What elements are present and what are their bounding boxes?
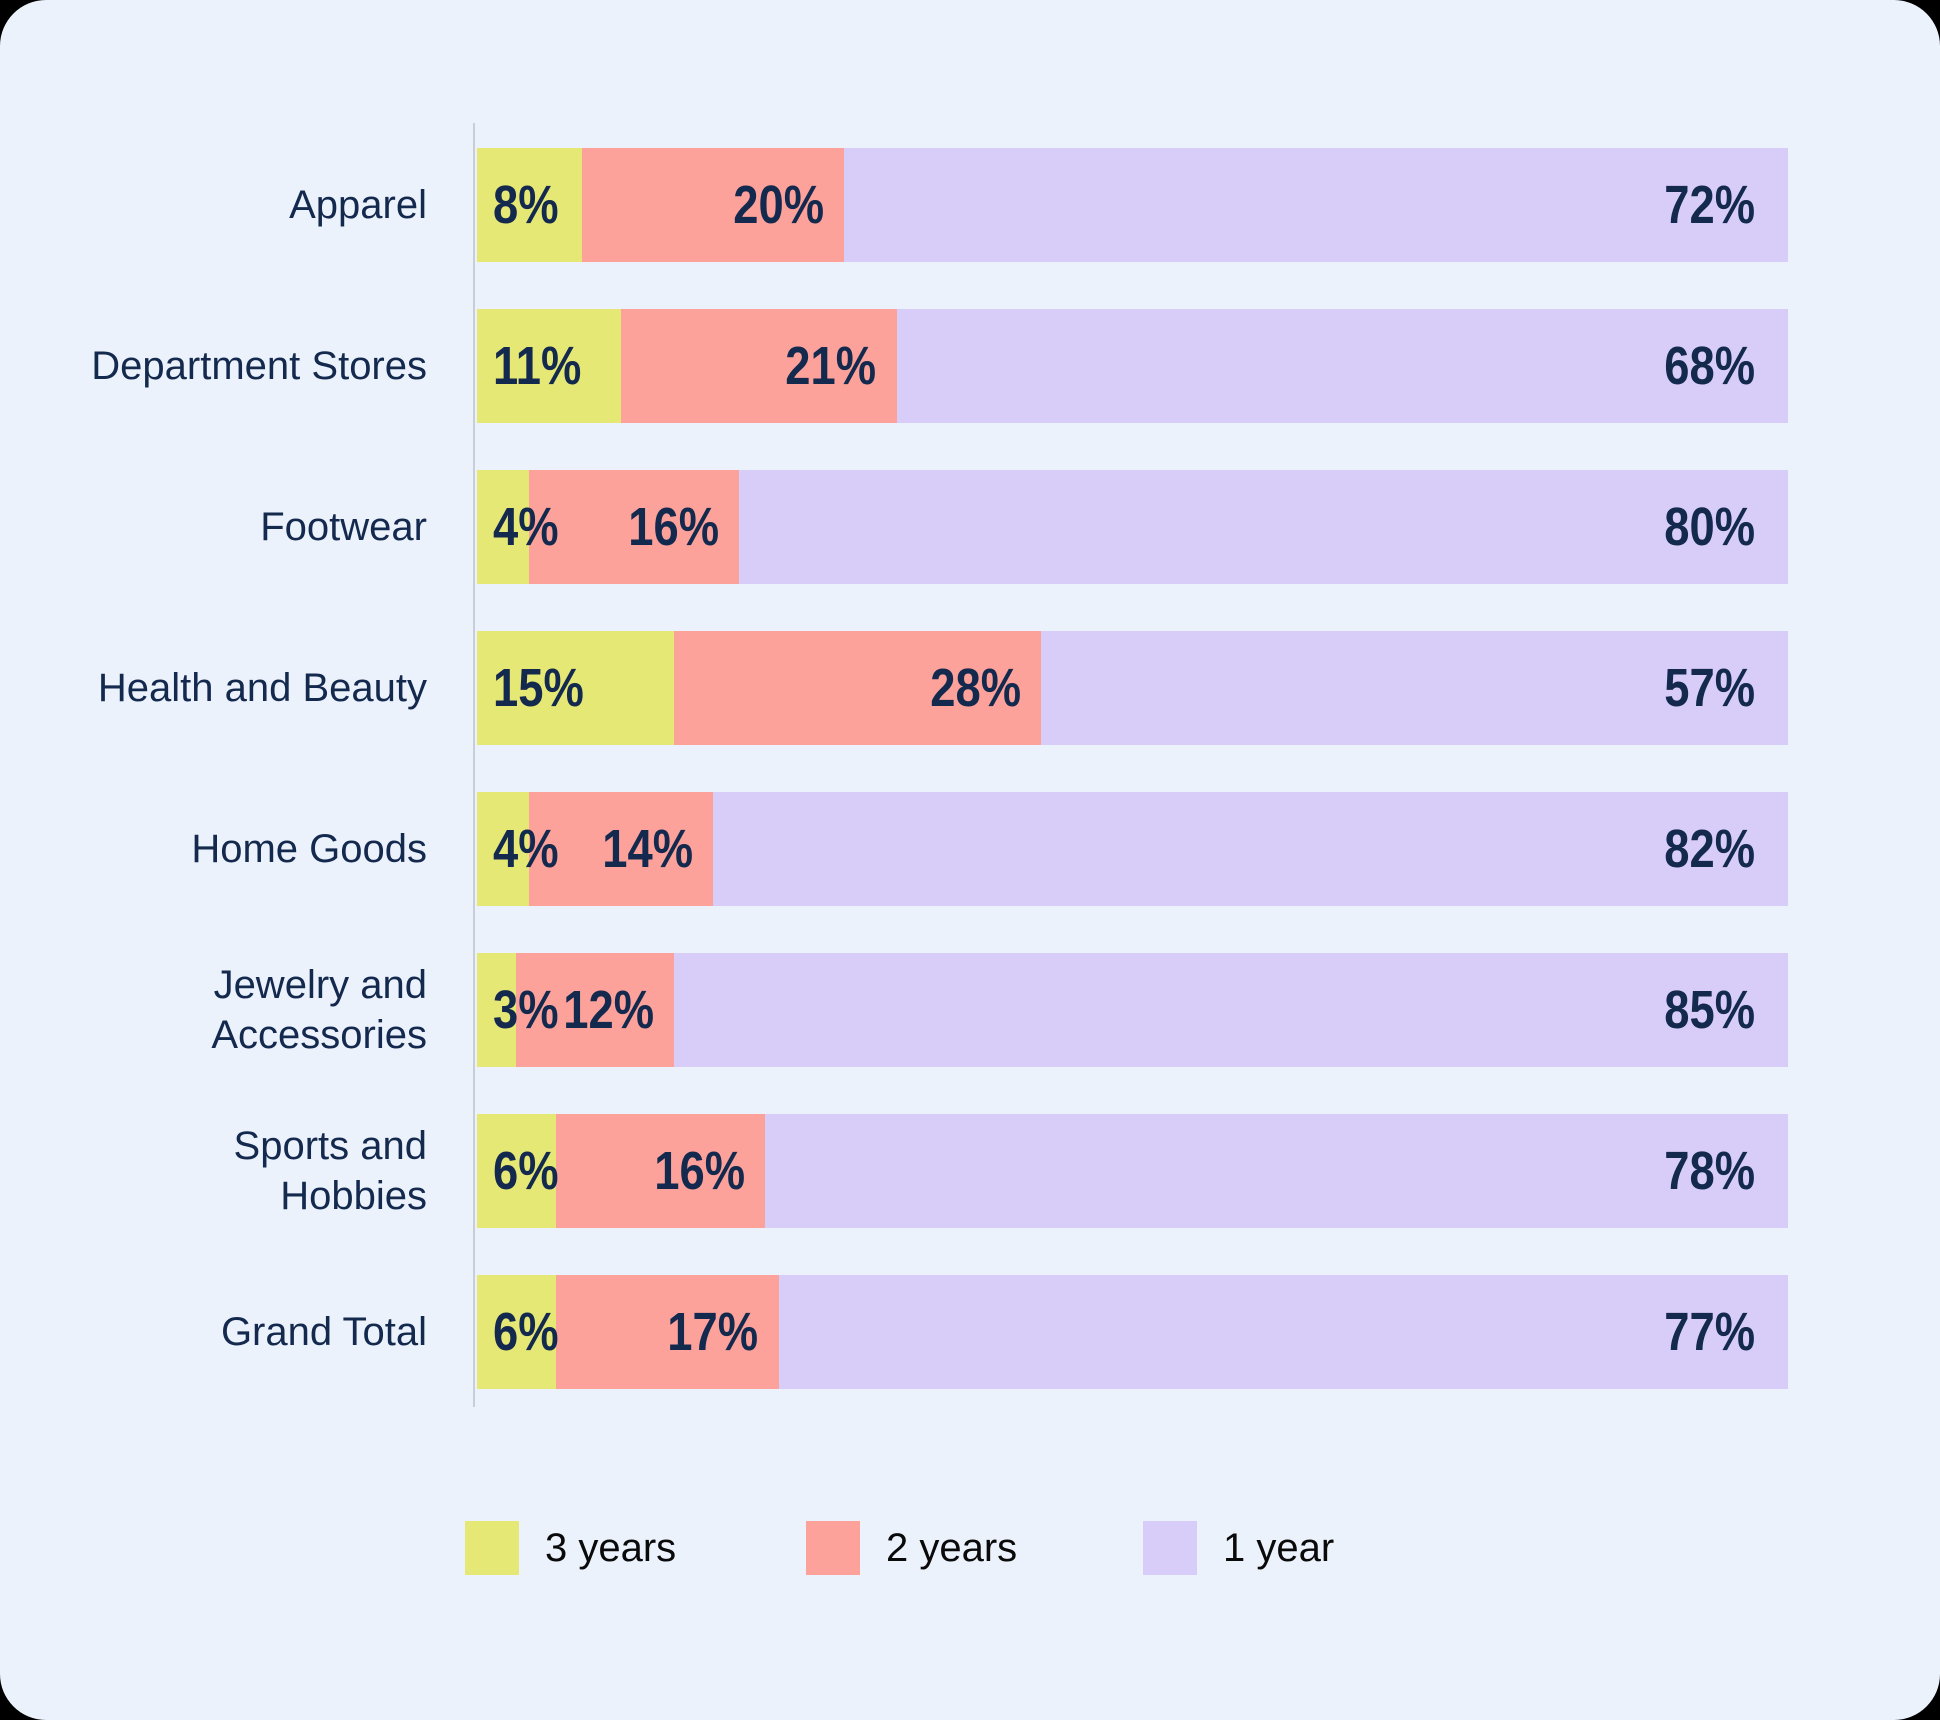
- category-label: Footwear: [260, 505, 427, 549]
- segment-3-years: [477, 1275, 556, 1389]
- segment-2-years: [529, 792, 713, 906]
- segment-1-year: [765, 1114, 1788, 1228]
- segment-3-years: [477, 309, 622, 423]
- bar-segments: [477, 470, 1788, 584]
- segment-3-years: [477, 631, 674, 745]
- data-label-3-years: 4%: [493, 819, 559, 879]
- segment-3-years: [477, 953, 517, 1067]
- bar-segments: [477, 953, 1788, 1067]
- bar-row: Grand Total 6% 17% 77%: [221, 1275, 1788, 1389]
- legend-swatch-2-years: [806, 1521, 860, 1575]
- segment-3-years: [477, 792, 530, 906]
- segment-1-year: [778, 1275, 1788, 1389]
- bar-segments: [477, 1114, 1788, 1228]
- bar-row: Apparel 8% 20% 72%: [289, 148, 1788, 262]
- data-label-1-year: 78%: [1664, 1141, 1755, 1201]
- legend-label-2-years: 2 years: [886, 1526, 1018, 1570]
- bar-row: Health and Beauty 15% 28% 57%: [98, 631, 1788, 745]
- segment-2-years: [555, 1114, 766, 1228]
- legend-label-3-years: 3 years: [545, 1526, 677, 1570]
- data-label-3-years: 15%: [493, 658, 584, 718]
- bar-row: Footwear 4% 16% 80%: [260, 470, 1788, 584]
- segment-1-year: [844, 148, 1788, 262]
- legend-swatch-3-years: [465, 1521, 519, 1575]
- bar-segments: [477, 309, 1788, 423]
- segment-2-years: [529, 470, 740, 584]
- bar-segments: [477, 148, 1788, 262]
- data-label-2-years: 12%: [562, 980, 654, 1040]
- bar-row: Home Goods 4% 14% 82%: [191, 792, 1788, 906]
- segment-2-years: [673, 631, 1041, 745]
- category-label: Grand Total: [220, 1310, 427, 1354]
- legend-swatch-1-year: [1143, 1521, 1197, 1575]
- data-label-3-years: 8%: [493, 175, 559, 235]
- data-label-1-year: 77%: [1664, 1302, 1755, 1362]
- segment-2-years: [621, 309, 897, 423]
- segment-1-year: [896, 309, 1788, 423]
- data-label-1-year: 82%: [1664, 819, 1755, 879]
- data-label-1-year: 80%: [1664, 497, 1755, 557]
- data-label-2-years: 20%: [733, 175, 825, 235]
- data-label-3-years: 3%: [493, 980, 559, 1040]
- bar-row: Department Stores 11% 21% 68%: [91, 309, 1788, 423]
- data-label-2-years: 16%: [654, 1141, 746, 1201]
- bar-segments: [477, 792, 1788, 906]
- segment-2-years: [581, 148, 845, 262]
- legend: 3 years 2 years 1 year: [0, 1521, 1940, 1575]
- category-label: Department Stores: [91, 344, 427, 388]
- data-label-2-years: 14%: [602, 819, 693, 879]
- segment-3-years: [477, 470, 530, 584]
- segment-3-years: [477, 148, 582, 262]
- data-label-3-years: 4%: [493, 497, 559, 557]
- bar-row: Sports and Hobbies 6% 16% 78%: [234, 1114, 1788, 1228]
- y-axis-line: [473, 123, 475, 1407]
- segment-3-years: [477, 1114, 556, 1228]
- legend-label-1-year: 1 year: [1223, 1526, 1335, 1570]
- bar-segments: [477, 631, 1788, 745]
- segment-2-years: [516, 953, 674, 1067]
- data-label-1-year: 68%: [1664, 336, 1755, 396]
- data-label-2-years: 28%: [929, 658, 1021, 718]
- data-label-3-years: 6%: [493, 1141, 559, 1201]
- data-label-3-years: 11%: [493, 336, 582, 396]
- data-label-2-years: 17%: [667, 1302, 759, 1362]
- data-label-1-year: 57%: [1664, 658, 1755, 718]
- legend-item-2-years: 2 years: [806, 1521, 1017, 1575]
- data-label-1-year: 72%: [1664, 175, 1755, 235]
- category-label: Apparel: [289, 183, 427, 227]
- segment-1-year: [1040, 631, 1788, 745]
- bar-row: Jewelry and Accessories 3% 12% 85%: [211, 953, 1788, 1067]
- segment-1-year: [739, 470, 1788, 584]
- data-label-2-years: 16%: [628, 497, 720, 557]
- category-label: Sports and Hobbies: [233, 1124, 427, 1218]
- legend-item-3-years: 3 years: [465, 1521, 676, 1575]
- data-label-1-year: 85%: [1664, 980, 1755, 1040]
- segment-2-years: [555, 1275, 779, 1389]
- segment-1-year: [712, 792, 1788, 906]
- data-label-2-years: 21%: [785, 336, 877, 396]
- legend-item-1-year: 1 year: [1143, 1521, 1334, 1575]
- segment-1-year: [673, 953, 1788, 1067]
- category-label: Health and Beauty: [97, 666, 427, 710]
- data-label-3-years: 6%: [493, 1302, 559, 1362]
- bar-segments: [477, 1275, 1788, 1389]
- category-label: Home Goods: [191, 827, 427, 871]
- category-label: Jewelry and Accessories: [211, 963, 427, 1057]
